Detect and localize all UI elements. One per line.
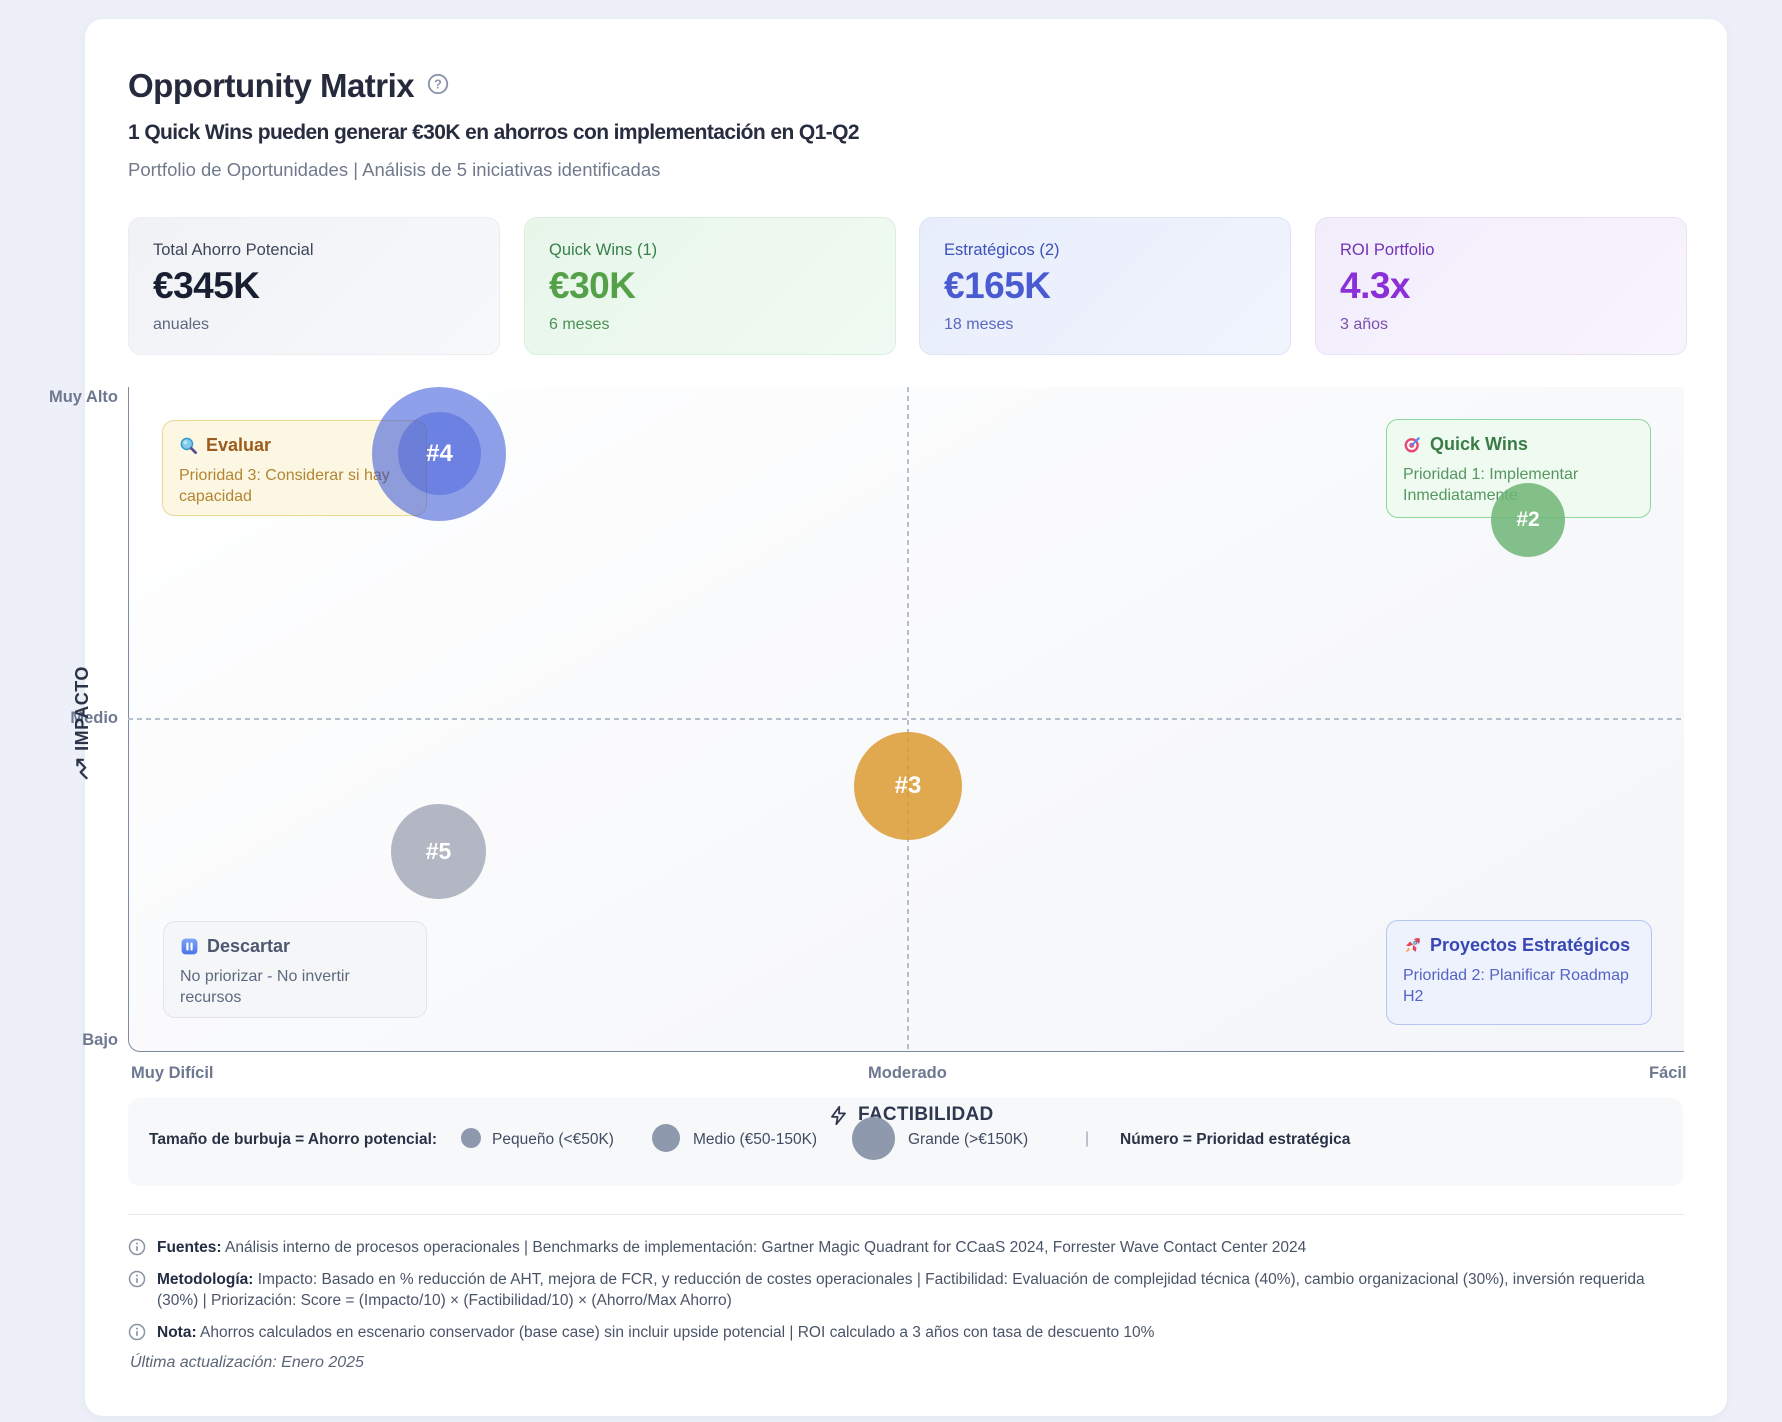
svg-text:?: ? [434,78,442,92]
